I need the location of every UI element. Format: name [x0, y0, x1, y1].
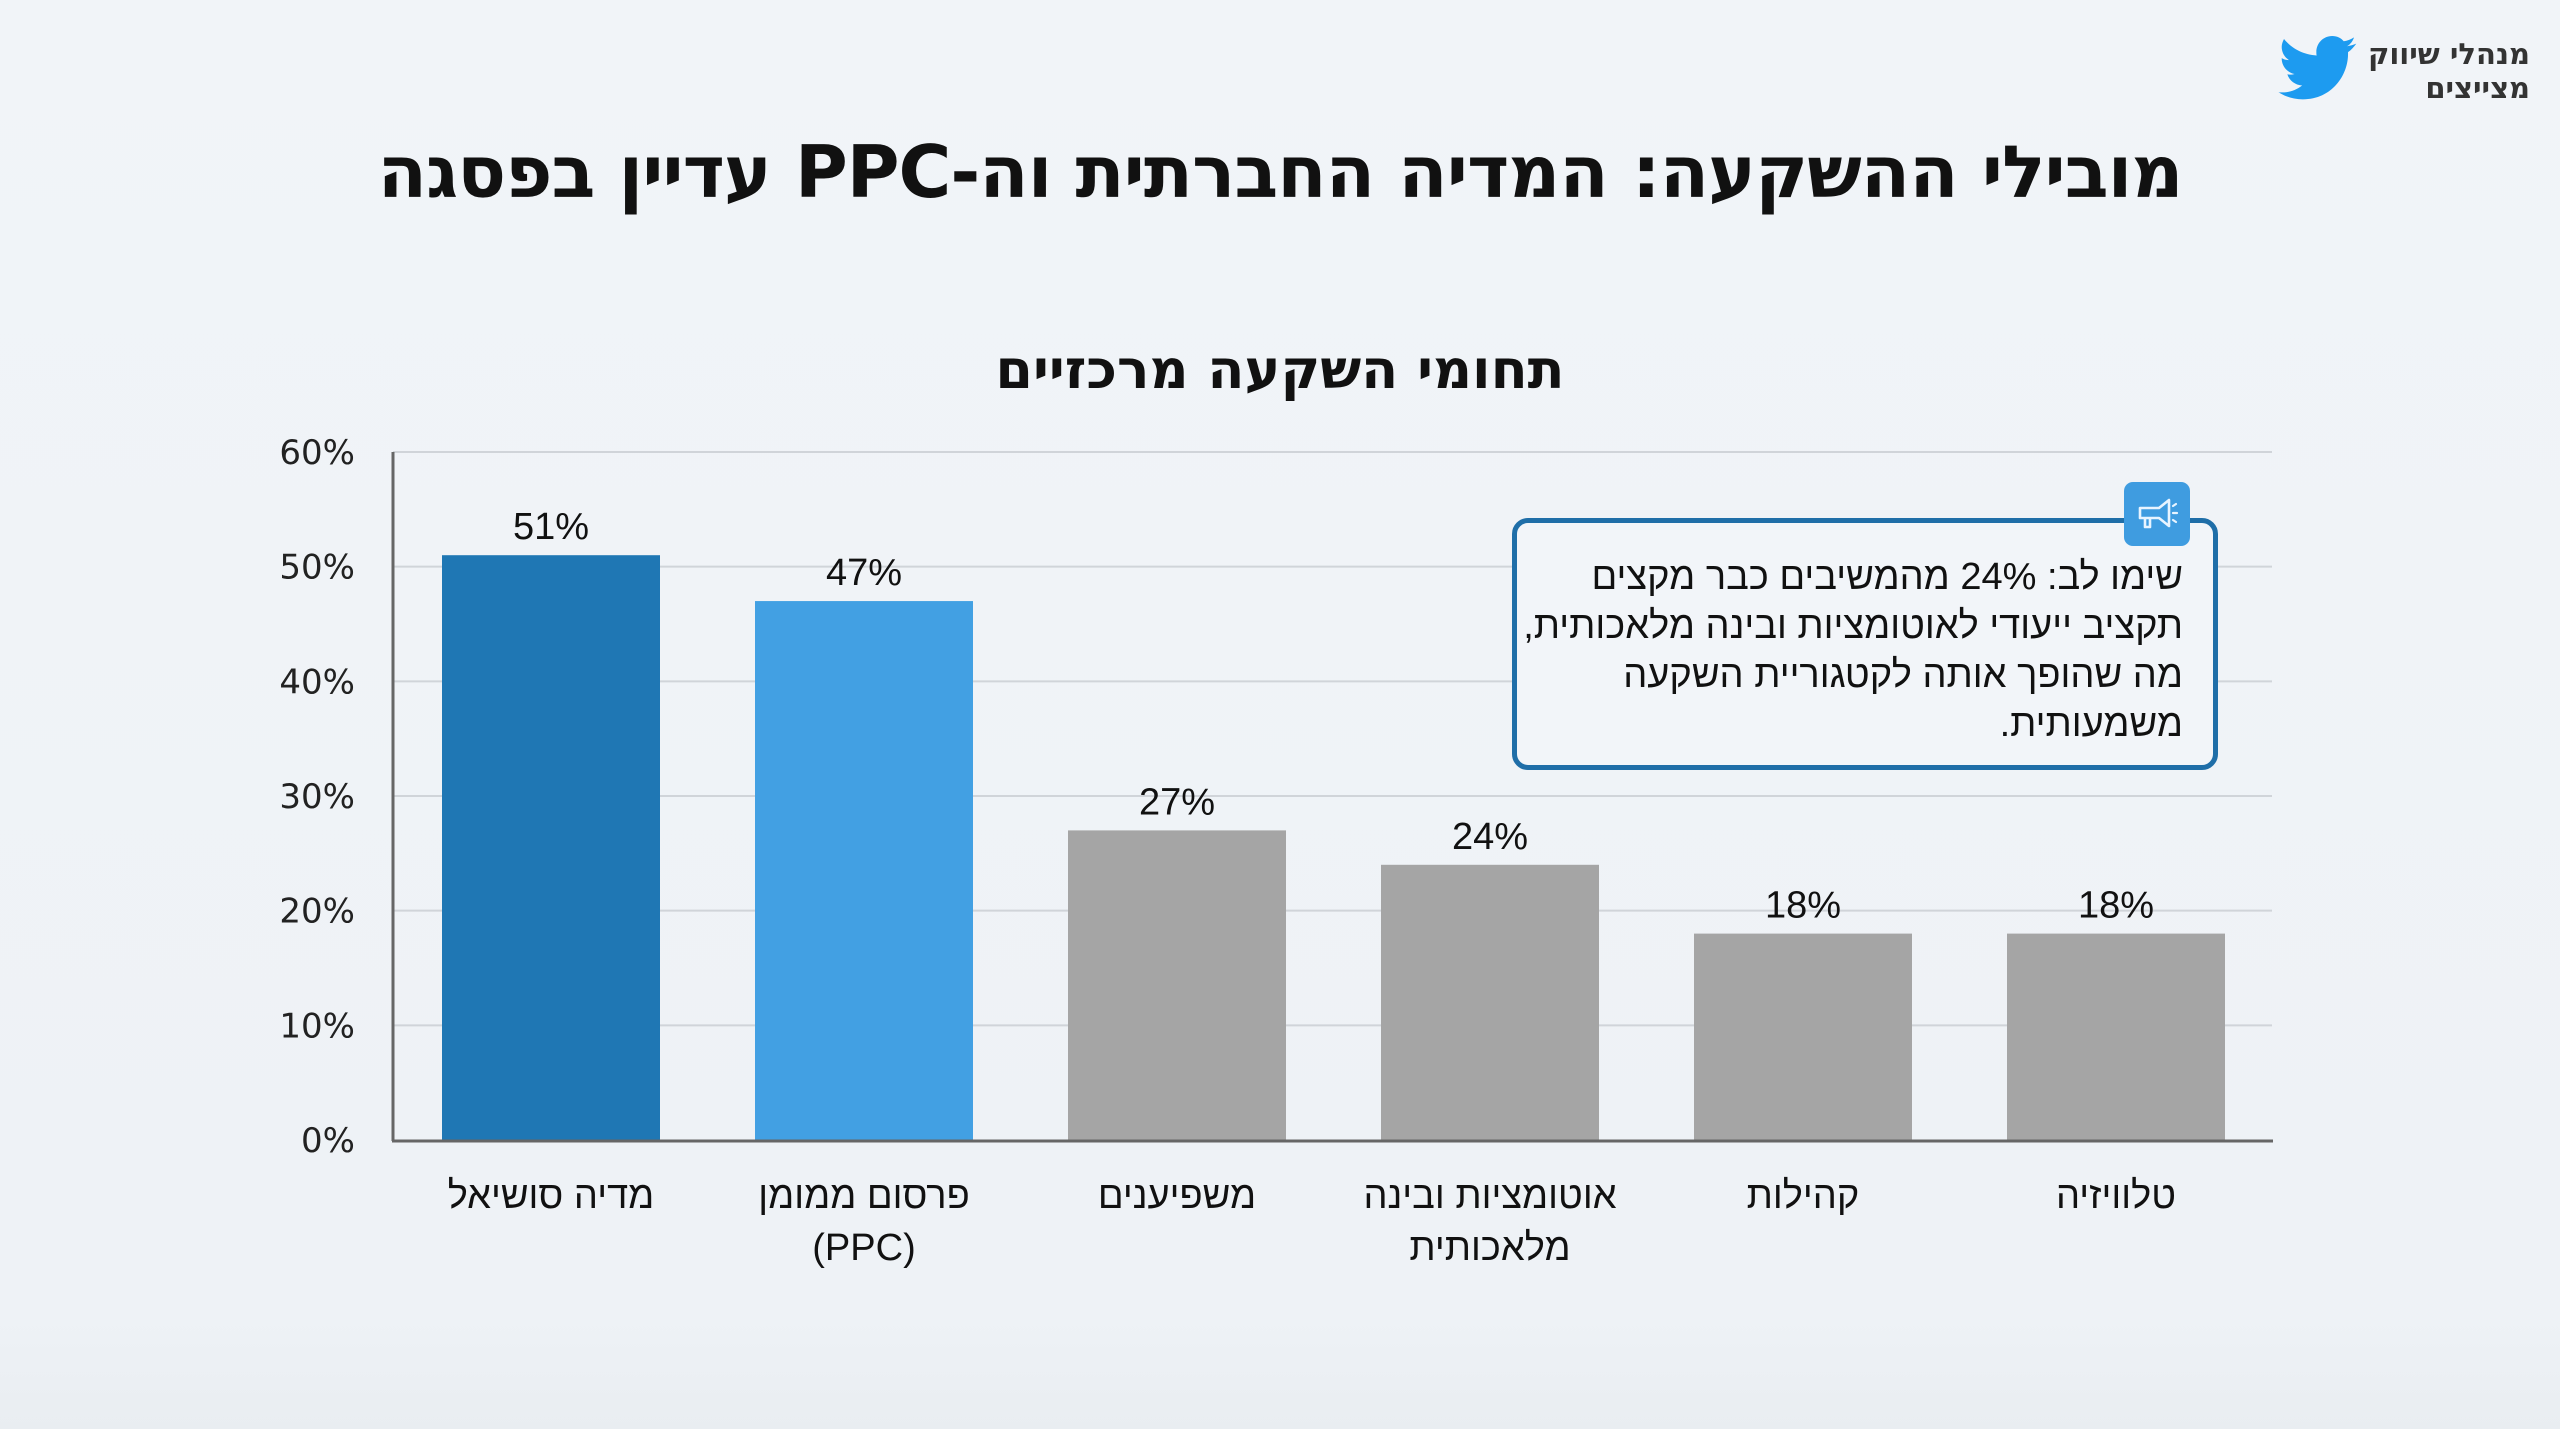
x-tick-label: קהילות [1747, 1175, 1860, 1217]
data-label: 47% [826, 552, 902, 594]
brand-logo: מנהלי שיווק מצייצים [2278, 36, 2530, 106]
callout-text: שימו לב: 24% מהמשיבים כבר מקצים תקציב יי… [1523, 556, 2183, 745]
data-labels: 51% 47% 27% 24% 18% 18% [513, 506, 2154, 926]
brand-name-line-1: מנהלי שיווק [2367, 37, 2530, 71]
x-tick-label: מלאכותית [1409, 1227, 1570, 1269]
x-tick-label: (PPC) [812, 1227, 915, 1269]
brand-name-line-2: מצייצים [2425, 71, 2530, 105]
callout-box: שימו לב: 24% מהמשיבים כבר מקצים תקציב יי… [1512, 518, 2218, 770]
twitter-bird-icon [2278, 36, 2358, 106]
bar [442, 555, 660, 1140]
data-label: 24% [1452, 816, 1528, 858]
brand-name: מנהלי שיווק מצייצים [2368, 37, 2530, 105]
bar [1694, 933, 1912, 1140]
data-label: 51% [513, 506, 589, 548]
y-tick-label: 50% [279, 548, 355, 588]
y-tick-label: 10% [279, 1006, 355, 1046]
y-tick-label: 0% [301, 1121, 355, 1161]
x-tick-label: מדיה סושיאל [448, 1175, 655, 1217]
y-axis-ticks: 0% 10% 20% 30% 40% 50% 60% [279, 433, 355, 1161]
x-tick-label: אוטומציות ובינה [1363, 1175, 1616, 1217]
y-tick-label: 40% [279, 662, 355, 702]
x-tick-label: פרסום ממומן [758, 1175, 970, 1217]
y-tick-label: 30% [279, 777, 355, 817]
x-tick-label: טלוויזיה [2056, 1175, 2176, 1217]
data-label: 18% [1765, 885, 1841, 927]
bar [1068, 830, 1286, 1140]
data-label: 27% [1139, 781, 1215, 823]
bar [755, 601, 973, 1140]
data-label: 18% [2078, 885, 2154, 927]
bar [1381, 864, 1599, 1140]
chart-title: תחומי השקעה מרכזיים [995, 338, 1564, 401]
page-title: מובילי ההשקעה: המדיה החברתית וה-PPC עדיי… [377, 130, 2184, 214]
y-tick-label: 20% [279, 892, 355, 932]
megaphone-icon [2124, 482, 2190, 546]
bar [2007, 933, 2225, 1140]
x-tick-label: משפיענים [1098, 1175, 1256, 1217]
bars [442, 555, 2225, 1140]
x-axis-labels: מדיה סושיאל פרסום ממומן (PPC) משפיענים אוטומ… [448, 1175, 2176, 1269]
y-tick-label: 60% [279, 433, 355, 473]
